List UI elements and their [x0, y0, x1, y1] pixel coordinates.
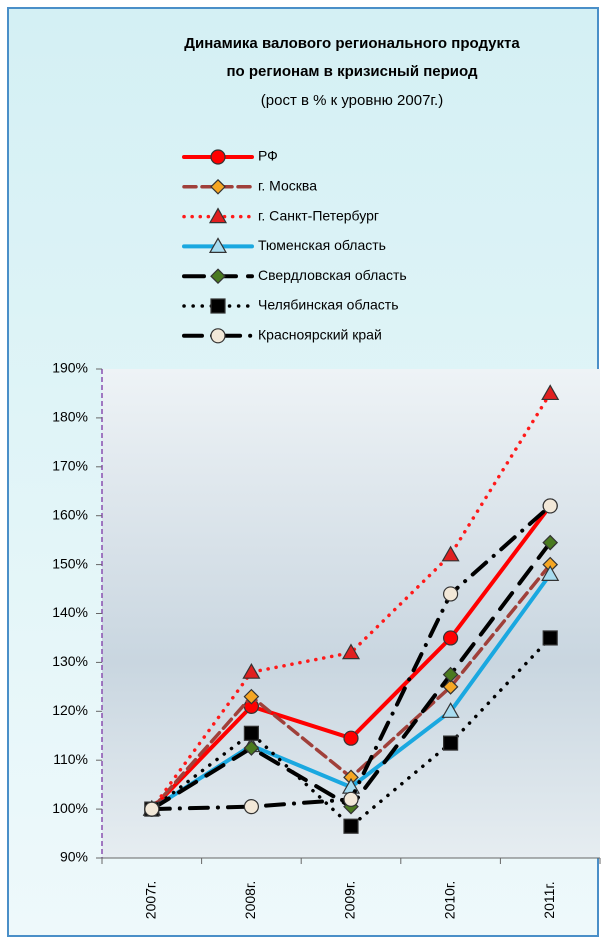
- chart-title: Динамика валового регионального продукта: [184, 35, 520, 52]
- series-line: [150, 636, 552, 828]
- data-point: [542, 498, 558, 514]
- x-tick-label: 2007г.: [143, 881, 159, 919]
- y-tick-label: 100%: [52, 800, 88, 816]
- data-point: [243, 688, 260, 705]
- y-tick-label: 120%: [52, 702, 88, 718]
- legend-marker: [210, 149, 226, 165]
- data-point: [442, 679, 459, 695]
- data-point: [242, 662, 261, 679]
- y-tick-label: 160%: [52, 506, 88, 522]
- legend-label: Красноярский край: [258, 327, 382, 343]
- legend-marker: [210, 178, 226, 195]
- chart-title: по регионам в кризисный период: [226, 63, 478, 80]
- legend-label: Тюменская область: [258, 237, 386, 253]
- data-point: [443, 630, 459, 646]
- x-tick-label: 2008г.: [242, 881, 258, 919]
- legend-label: г. Москва: [258, 178, 317, 194]
- data-point: [243, 725, 259, 741]
- y-tick-label: 140%: [52, 604, 88, 620]
- data-point: [441, 702, 460, 718]
- legend-label: г. Санкт-Петербург: [258, 207, 379, 223]
- data-point: [442, 666, 459, 683]
- data-point: [144, 801, 160, 817]
- y-tick-label: 90%: [60, 849, 88, 865]
- legend-label: Свердловская область: [258, 267, 407, 283]
- data-point: [343, 730, 359, 746]
- data-point: [541, 565, 560, 581]
- data-point: [343, 818, 359, 834]
- data-point: [341, 643, 361, 660]
- y-tick-label: 180%: [52, 409, 88, 425]
- legend-label: Челябинская область: [258, 297, 399, 313]
- legend-marker: [210, 268, 226, 285]
- y-tick-label: 190%: [52, 360, 88, 376]
- data-point: [243, 740, 260, 756]
- data-point: [542, 630, 558, 646]
- legend-marker: [208, 207, 228, 224]
- data-point: [343, 791, 359, 807]
- y-tick-label: 150%: [52, 555, 88, 571]
- legend-marker: [210, 328, 226, 344]
- x-tick-label: 2011г.: [541, 881, 557, 918]
- legend-label: РФ: [258, 148, 278, 164]
- y-tick-label: 110%: [53, 751, 88, 767]
- y-tick-label: 170%: [52, 458, 88, 474]
- series-line: [150, 391, 552, 811]
- x-tick-label: 2009г.: [342, 881, 358, 919]
- data-point: [542, 534, 559, 551]
- chart-subtitle: (рост в % к уровню 2007г.): [261, 92, 443, 109]
- data-point: [541, 384, 560, 401]
- data-point: [243, 799, 259, 815]
- x-tick-label: 2010г.: [441, 881, 457, 919]
- data-point: [443, 735, 459, 751]
- y-tick-label: 130%: [52, 653, 88, 669]
- data-point: [441, 545, 460, 562]
- legend-marker: [208, 237, 228, 253]
- legend-marker: [210, 298, 226, 314]
- data-point: [443, 586, 459, 602]
